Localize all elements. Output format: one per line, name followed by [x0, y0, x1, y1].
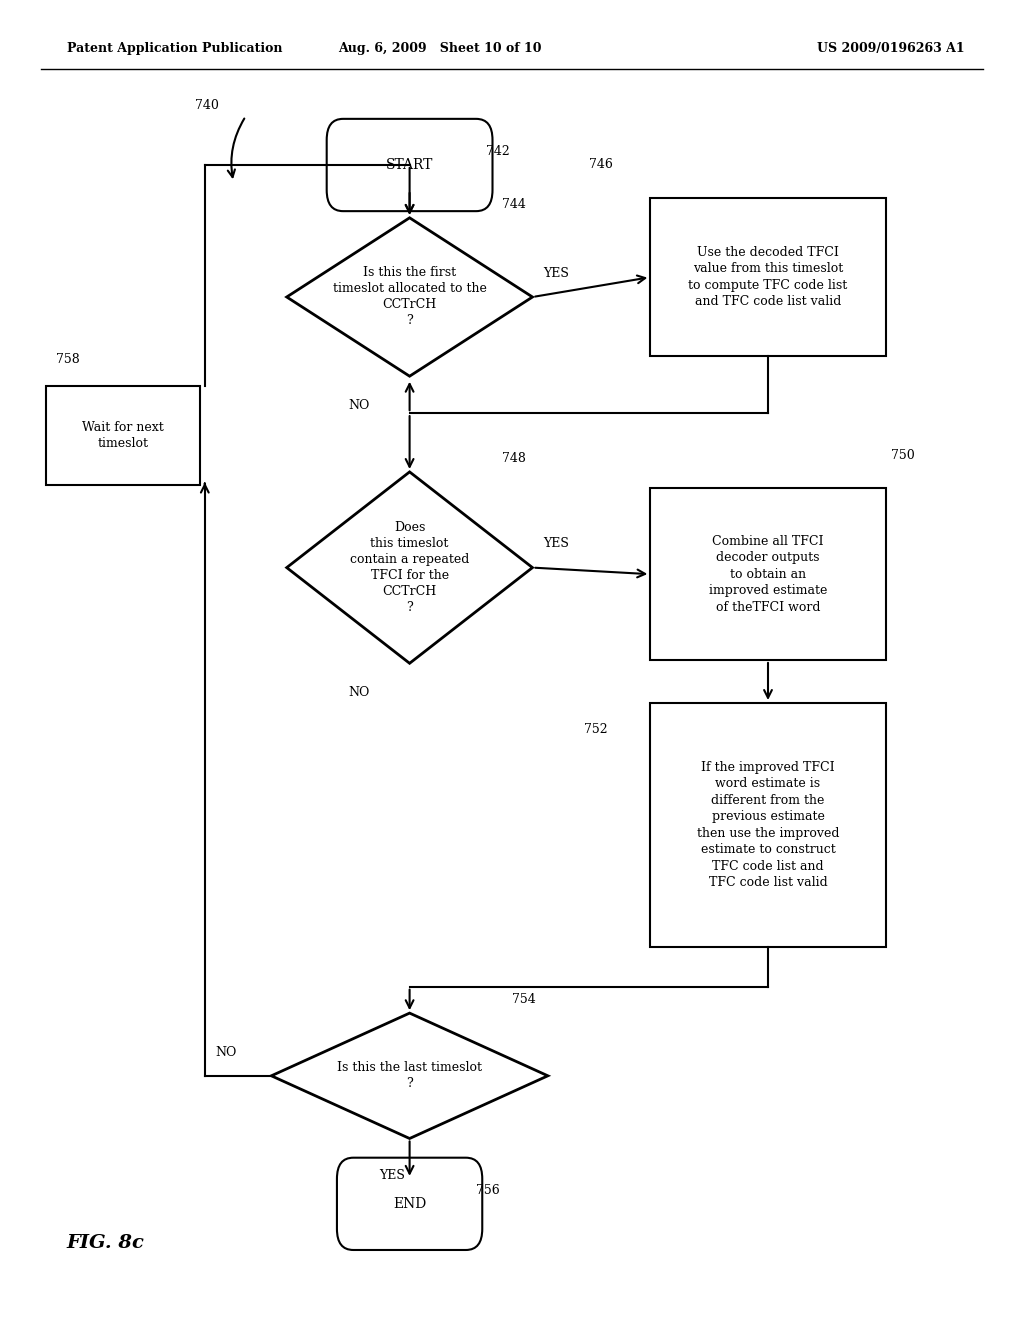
Text: 754: 754: [512, 994, 536, 1006]
Text: 752: 752: [584, 723, 607, 735]
Text: FIG. 8c: FIG. 8c: [67, 1234, 144, 1253]
Text: Use the decoded TFCI
value from this timeslot
to compute TFC code list
and TFC c: Use the decoded TFCI value from this tim…: [688, 246, 848, 309]
Text: NO: NO: [348, 686, 370, 698]
Polygon shape: [287, 473, 532, 664]
Text: 758: 758: [56, 354, 80, 366]
Text: END: END: [393, 1197, 426, 1210]
Text: Is this the last timeslot
?: Is this the last timeslot ?: [337, 1061, 482, 1090]
Text: Aug. 6, 2009   Sheet 10 of 10: Aug. 6, 2009 Sheet 10 of 10: [339, 42, 542, 55]
FancyBboxPatch shape: [327, 119, 493, 211]
Text: 742: 742: [486, 145, 510, 158]
Text: 750: 750: [891, 449, 914, 462]
Polygon shape: [287, 218, 532, 376]
Text: YES: YES: [379, 1170, 404, 1181]
Polygon shape: [271, 1014, 548, 1138]
Text: YES: YES: [543, 537, 568, 550]
Text: NO: NO: [348, 399, 370, 412]
Text: Is this the first
timeslot allocated to the
CCTrCH
?: Is this the first timeslot allocated to …: [333, 267, 486, 327]
Text: 756: 756: [476, 1184, 500, 1197]
Text: Wait for next
timeslot: Wait for next timeslot: [82, 421, 164, 450]
Text: 744: 744: [502, 198, 525, 211]
Bar: [650, 704, 886, 948]
Text: YES: YES: [543, 267, 568, 280]
Text: START: START: [386, 158, 433, 172]
Text: Combine all TFCI
decoder outputs
to obtain an
improved estimate
of theTFCI word: Combine all TFCI decoder outputs to obta…: [709, 535, 827, 614]
Bar: [650, 198, 886, 356]
Text: If the improved TFCI
word estimate is
different from the
previous estimate
then : If the improved TFCI word estimate is di…: [696, 760, 840, 890]
Text: Does
this timeslot
contain a repeated
TFCI for the
CCTrCH
?: Does this timeslot contain a repeated TF…: [350, 521, 469, 614]
Text: US 2009/0196263 A1: US 2009/0196263 A1: [817, 42, 965, 55]
Bar: [650, 488, 886, 660]
Text: 746: 746: [589, 158, 612, 172]
Text: 740: 740: [195, 99, 218, 112]
Text: 748: 748: [502, 453, 525, 465]
Text: Patent Application Publication: Patent Application Publication: [67, 42, 282, 55]
FancyBboxPatch shape: [337, 1158, 482, 1250]
Bar: [46, 385, 200, 484]
Text: NO: NO: [215, 1045, 237, 1059]
